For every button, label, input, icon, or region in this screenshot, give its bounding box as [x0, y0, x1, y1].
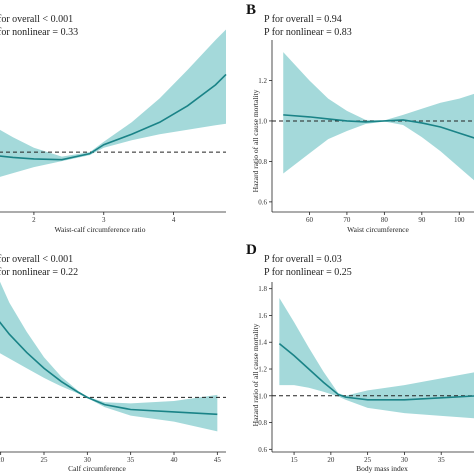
y-tick-label: 1.6 — [258, 312, 267, 320]
plot-area — [272, 298, 474, 419]
x-tick-label: 20 — [0, 456, 5, 464]
x-tick-label: 80 — [381, 216, 389, 224]
x-tick-label: 20 — [327, 456, 335, 464]
p-nonlinear-text: for nonlinear = 0.22 — [0, 267, 78, 278]
y-tick-label: 0.8 — [258, 158, 267, 166]
x-tick-label: 4 — [172, 216, 176, 224]
y-axis-label: Hazard ratio of all cause mortality — [251, 89, 260, 192]
x-tick-label: 2 — [32, 216, 36, 224]
confidence-band — [0, 29, 226, 177]
x-tick-label: 100 — [454, 216, 465, 224]
y-tick-label: 1.0 — [258, 117, 267, 125]
y-tick-label: 1.2 — [258, 77, 267, 85]
x-tick-label: 3 — [102, 216, 106, 224]
x-axis-label: Waist-calf circumference ratio — [54, 225, 145, 234]
plot-area — [0, 281, 226, 432]
confidence-band — [279, 298, 474, 419]
x-tick-label: 15 — [291, 456, 299, 464]
y-tick-label: 1.8 — [258, 285, 267, 293]
panel-letter-b: B — [246, 2, 256, 18]
y-tick-label: 1.2 — [258, 366, 267, 374]
hazard-ratio-curve — [283, 114, 474, 139]
p-nonlinear-text: P for nonlinear = 0.25 — [264, 267, 352, 278]
p-nonlinear-text: for nonlinear = 0.33 — [0, 27, 78, 38]
y-axis-label: Hazard ratio of all cause mortality — [251, 323, 260, 426]
y-tick-label: 0.6 — [258, 198, 267, 206]
y-tick-label: 0.8 — [258, 419, 267, 427]
x-axis-label: Waist circumference — [347, 225, 409, 234]
y-tick-label: 1.0 — [258, 392, 267, 400]
confidence-band — [283, 52, 474, 181]
x-tick-label: 40 — [171, 456, 179, 464]
p-overall-text: P for overall = 0.03 — [264, 254, 342, 265]
x-tick-label: 35 — [127, 456, 135, 464]
y-tick-label: 1.4 — [258, 339, 267, 347]
panel-letter-d: D — [246, 242, 257, 258]
hazard-ratio-curve — [278, 342, 474, 401]
x-tick-label: 30 — [84, 456, 92, 464]
x-tick-label: 60 — [306, 216, 314, 224]
panel-a: for overall < 0.001 for nonlinear = 0.33… — [0, 14, 227, 234]
panel-b: B P for overall = 0.94 P for nonlinear =… — [246, 2, 474, 234]
p-nonlinear-text: P for nonlinear = 0.83 — [264, 27, 352, 38]
x-tick-label: 35 — [438, 456, 446, 464]
x-tick-label: 90 — [418, 216, 426, 224]
panel-c: for overall < 0.001 for nonlinear = 0.22… — [0, 254, 226, 473]
p-overall-text: for overall < 0.001 — [0, 254, 73, 265]
x-tick-label: 70 — [343, 216, 351, 224]
p-overall-text: P for overall = 0.94 — [264, 14, 342, 25]
x-axis-label: Body mass index — [356, 464, 408, 473]
x-tick-label: 30 — [401, 456, 409, 464]
confidence-band — [0, 281, 218, 432]
plot-area — [272, 52, 474, 181]
x-tick-label: 45 — [214, 456, 222, 464]
hazard-ratio-curve — [0, 321, 218, 416]
hazard-ratio-curve — [0, 73, 227, 161]
panel-d: D P for overall = 0.03 P for nonlinear =… — [246, 242, 474, 473]
x-axis-label: Calf circumference — [68, 464, 126, 473]
x-tick-label: 25 — [41, 456, 49, 464]
x-tick-label: 25 — [364, 456, 372, 464]
y-tick-label: 0.6 — [258, 446, 267, 454]
p-overall-text: for overall < 0.001 — [0, 14, 73, 25]
plot-area — [0, 29, 227, 177]
